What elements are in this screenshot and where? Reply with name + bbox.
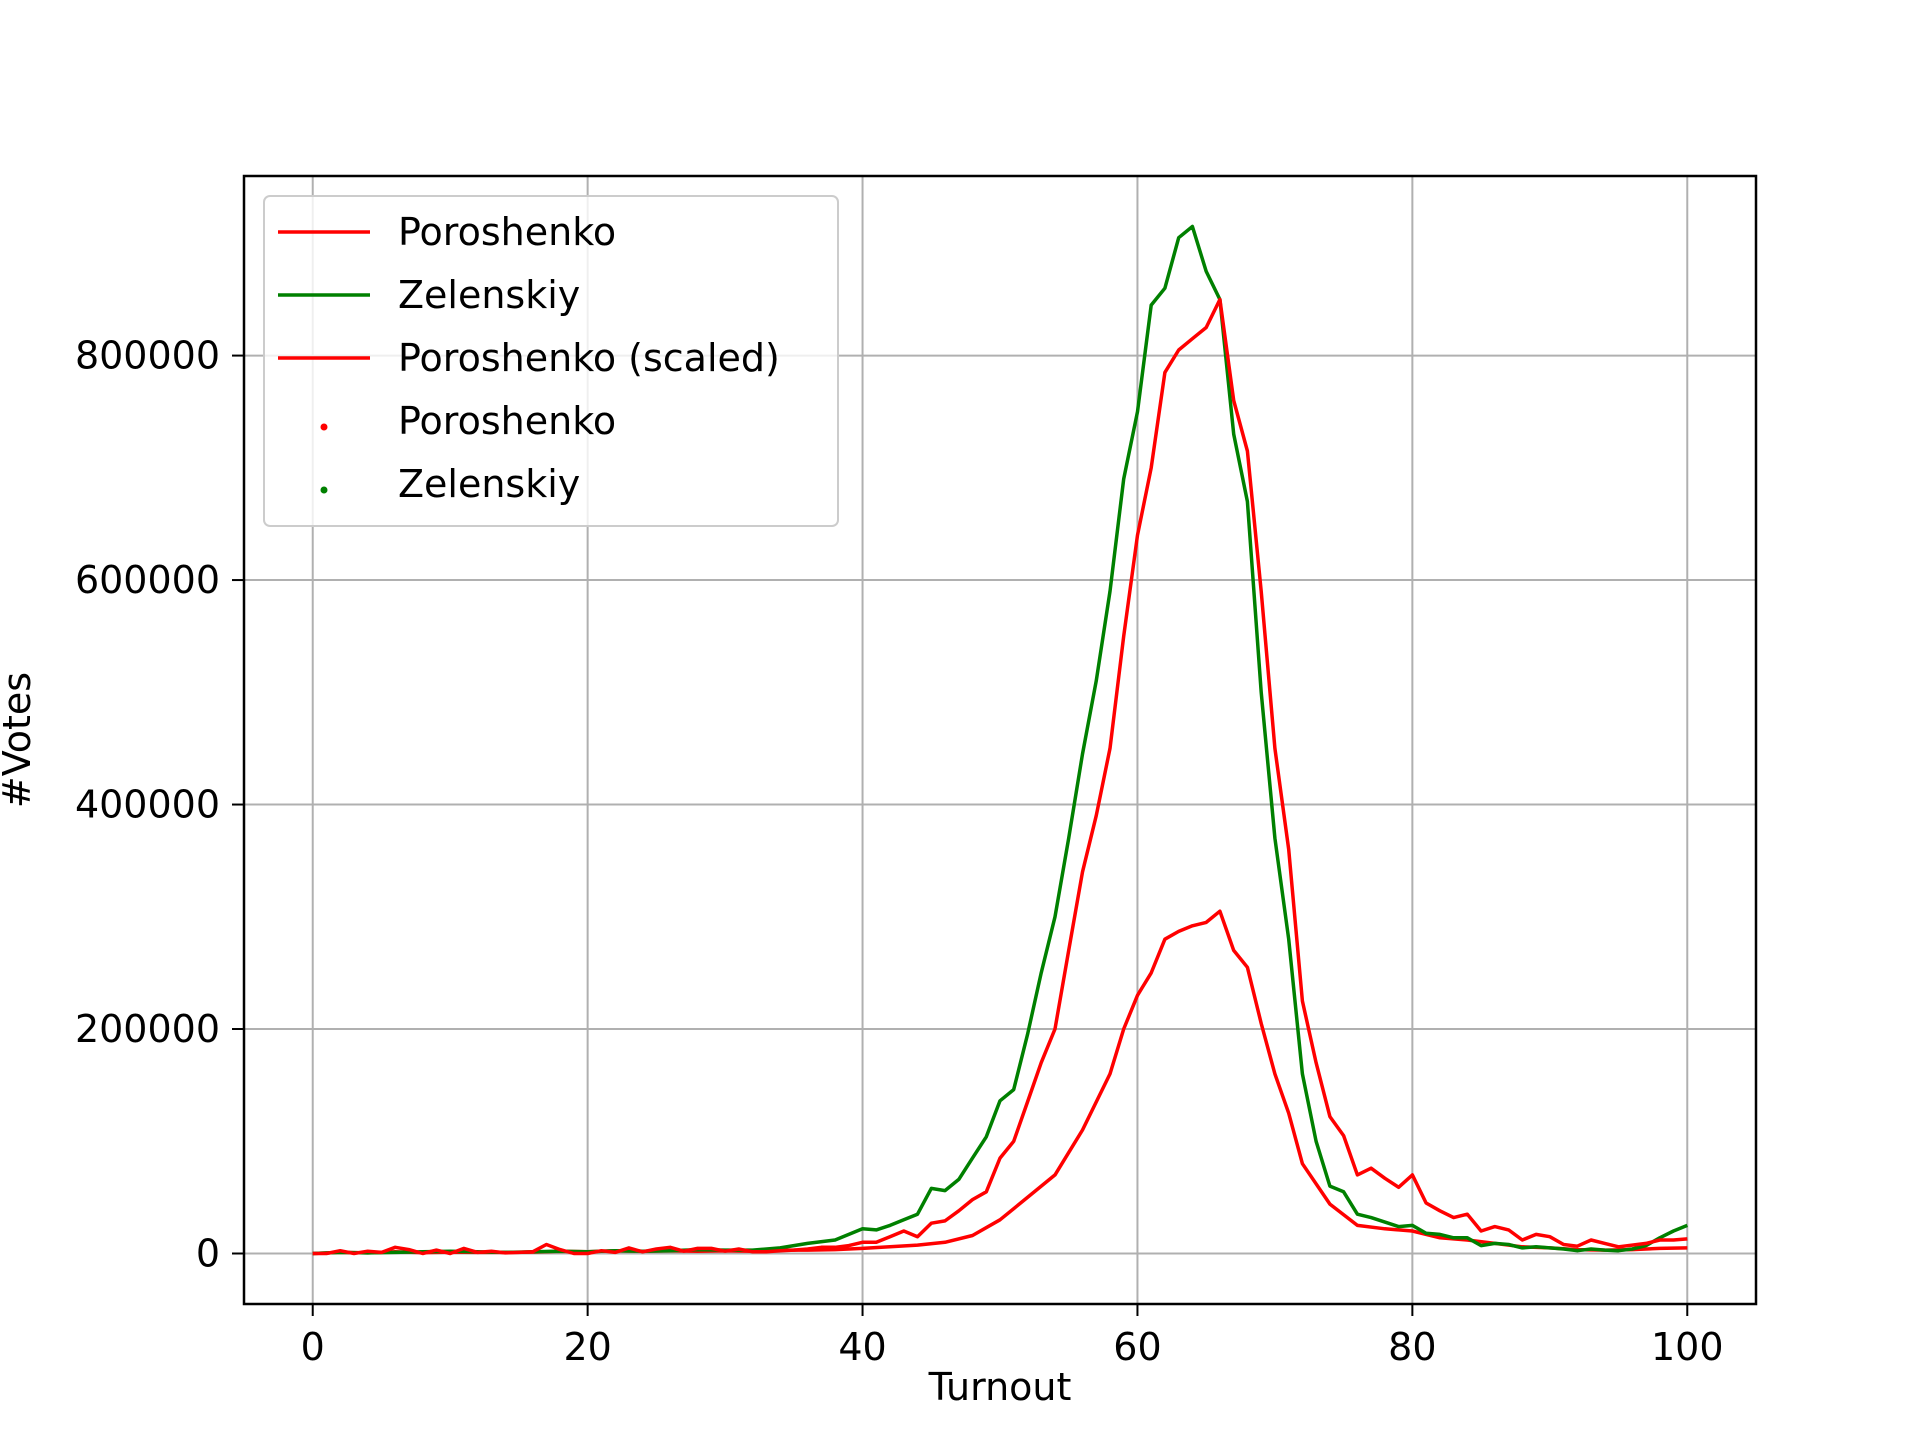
x-tick-label: 40 <box>838 1325 886 1369</box>
x-tick-label: 60 <box>1113 1325 1161 1369</box>
legend-label: Poroshenko (scaled) <box>398 336 780 380</box>
y-tick-label: 0 <box>196 1231 220 1275</box>
x-tick-label: 80 <box>1388 1325 1436 1369</box>
legend-label: Zelenskiy <box>398 462 580 506</box>
legend-marker-swatch <box>320 423 328 431</box>
series-lines <box>312 224 1688 1256</box>
x-tick-label: 100 <box>1651 1325 1724 1369</box>
y-tick-label: 400000 <box>75 783 220 827</box>
x-tick-label: 20 <box>563 1325 611 1369</box>
x-tick-label: 0 <box>301 1325 325 1369</box>
series-line-1 <box>312 909 1688 1256</box>
legend: Poroshenko Zelenskiy Poroshenko (scaled) Po… <box>263 195 839 527</box>
y-tick-label: 600000 <box>75 558 220 602</box>
legend-box <box>263 195 839 527</box>
y-axis-label: #Votes <box>0 672 39 808</box>
legend-label: Poroshenko <box>398 210 616 254</box>
y-tick-label: 200000 <box>75 1007 220 1051</box>
legend-label: Zelenskiy <box>398 273 580 317</box>
legend-marker-swatch <box>320 486 328 494</box>
plot-area-frame <box>242 174 1758 1306</box>
legend-label: Poroshenko <box>398 399 616 443</box>
series-line-3 <box>312 297 1688 1256</box>
x-axis-label: Turnout <box>928 1365 1072 1409</box>
y-tick-label: 800000 <box>75 334 220 378</box>
axis-ticks: 0 20 40 60 80 100 0 200000 400000 600000 800000 <box>75 334 1724 1369</box>
